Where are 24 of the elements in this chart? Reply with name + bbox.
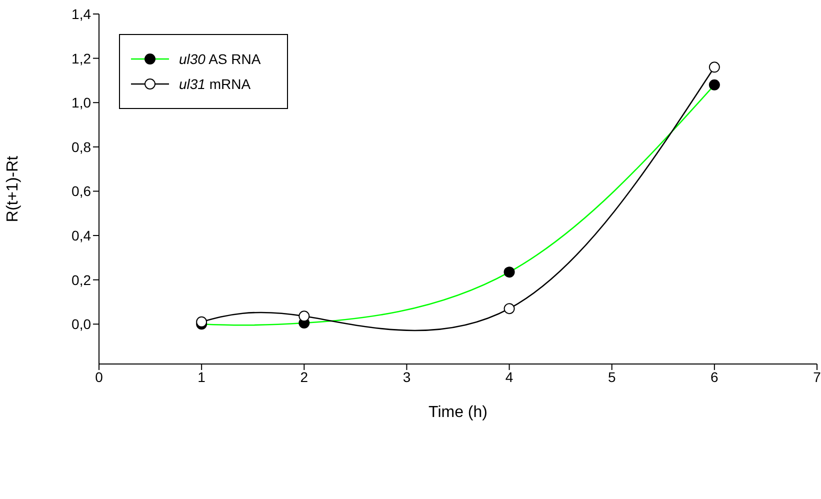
point (504, 303, 515, 314)
y-tick-label: 1,2 (72, 50, 92, 66)
x-tick-label: 3 (402, 368, 411, 385)
y-tick-label: 0,4 (72, 227, 92, 244)
y-tick-label: 0,6 (72, 183, 92, 200)
x-tick-label: 0 (95, 368, 104, 385)
x-tick-label: 1 (198, 368, 206, 385)
y-tick-label: 0,8 (72, 138, 92, 155)
legend-label: ul31 mRNA (179, 76, 252, 92)
legend-label: ul30 AS RNA (179, 51, 262, 67)
x-tick-label: 2 (300, 368, 308, 385)
point (708, 62, 720, 73)
y-tick-label: 0,0 (72, 316, 92, 332)
x-tick-label: 7 (813, 368, 821, 385)
x-tick-label: 6 (710, 368, 719, 385)
y-tick-label: 1,4 (72, 6, 92, 22)
x-axis-title: Time (h) (428, 404, 488, 421)
point (298, 310, 310, 322)
y-tick-label: 0,2 (72, 272, 92, 288)
y-tick-label: 1,0 (72, 94, 92, 111)
x-tick-label: 5 (608, 368, 616, 385)
x-tick-label: 4 (505, 368, 514, 385)
point (196, 316, 208, 328)
y-axis-title: R(t+1)-Rt (4, 155, 22, 222)
